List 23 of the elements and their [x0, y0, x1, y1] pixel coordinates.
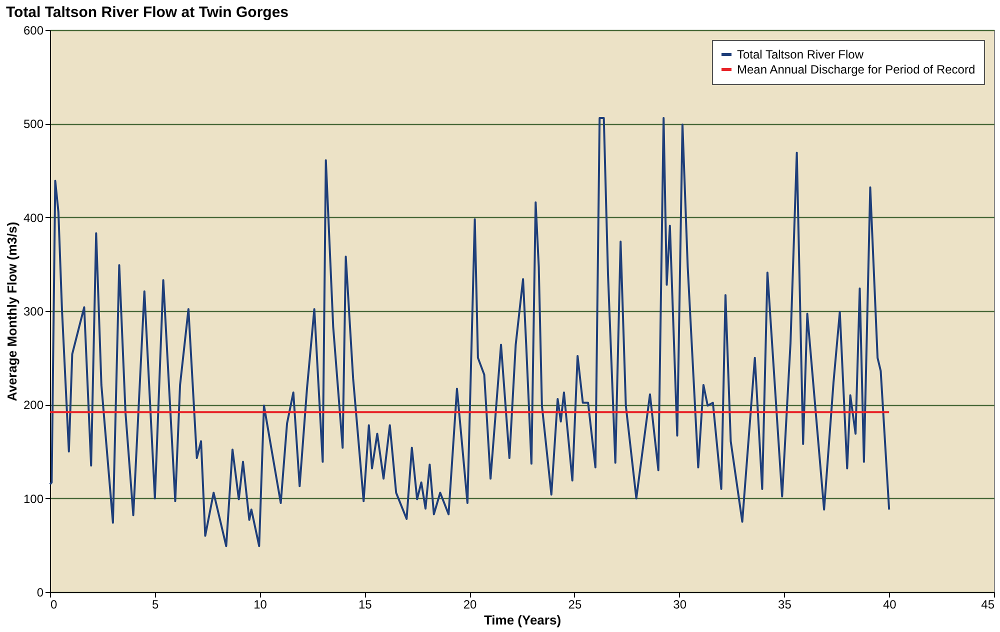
y-tick-label: 600: [23, 24, 44, 38]
x-axis-title: Time (Years): [484, 612, 562, 628]
x-tick-label: 40: [882, 598, 897, 612]
line-series: [49, 117, 890, 548]
y-tick-label: 500: [23, 117, 44, 132]
x-tick-label: 5: [152, 598, 160, 612]
y-tick-label: 300: [23, 304, 44, 318]
y-tick-label: 400: [23, 210, 44, 225]
x-tick-label: 45: [981, 598, 995, 612]
x-tick-label: 30: [673, 598, 687, 612]
chart-title: Total Taltson River Flow at Twin Gorges: [6, 4, 289, 21]
y-tick-label: 200: [23, 398, 44, 412]
x-tick-label: 10: [254, 598, 268, 612]
x-tick-label: 35: [778, 598, 792, 612]
x-tick-label: 25: [568, 598, 582, 612]
x-tick-label: 20: [463, 598, 478, 612]
legend-label: Total Taltson River Flow: [737, 48, 864, 62]
legend-label: Mean Annual Discharge for Period of Record: [737, 62, 976, 76]
y-tick-label: 0: [36, 586, 44, 600]
y-axis-title: Average Monthly Flow (m3/s): [4, 222, 20, 402]
x-tick-label: 0: [50, 598, 58, 612]
x-tick-label: 15: [358, 598, 372, 612]
y-tick-label: 100: [23, 492, 44, 506]
